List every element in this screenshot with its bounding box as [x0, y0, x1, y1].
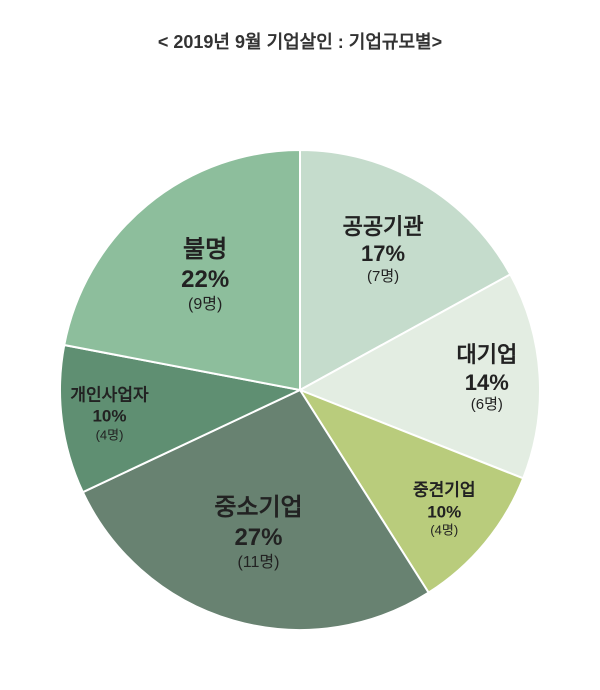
slice-label: 중소기업27%(11명): [214, 493, 302, 573]
slice-percent: 14%: [456, 369, 517, 397]
slice-name: 개인사업자: [70, 385, 148, 406]
slice-percent: 10%: [413, 501, 476, 522]
slice-label: 중견기업10%(4명): [413, 480, 476, 539]
slice-count: (4명): [413, 522, 476, 538]
chart-title: < 2019년 9월 기업살인 : 기업규모별>: [0, 0, 600, 54]
slice-name: 공공기관: [343, 213, 424, 241]
slice-name: 대기업: [456, 341, 517, 369]
slice-name: 중견기업: [413, 480, 476, 501]
slice-percent: 17%: [343, 240, 424, 268]
slice-percent: 10%: [70, 406, 148, 427]
pie-chart: 공공기관17%(7명)대기업14%(6명)중견기업10%(4명)중소기업27%(…: [0, 90, 600, 689]
slice-count: (9명): [181, 295, 229, 315]
slice-count: (4명): [70, 427, 148, 443]
slice-count: (11명): [214, 553, 302, 573]
slice-name: 중소기업: [214, 493, 302, 523]
slice-label: 불명22%(9명): [181, 235, 229, 315]
slice-count: (7명): [343, 268, 424, 287]
slice-percent: 27%: [214, 523, 302, 553]
slice-label: 개인사업자10%(4명): [70, 385, 148, 444]
slice-label: 공공기관17%(7명): [343, 213, 424, 287]
slice-label: 대기업14%(6명): [456, 341, 517, 415]
slice-percent: 22%: [181, 265, 229, 295]
slice-name: 불명: [181, 235, 229, 265]
slice-count: (6명): [456, 396, 517, 415]
